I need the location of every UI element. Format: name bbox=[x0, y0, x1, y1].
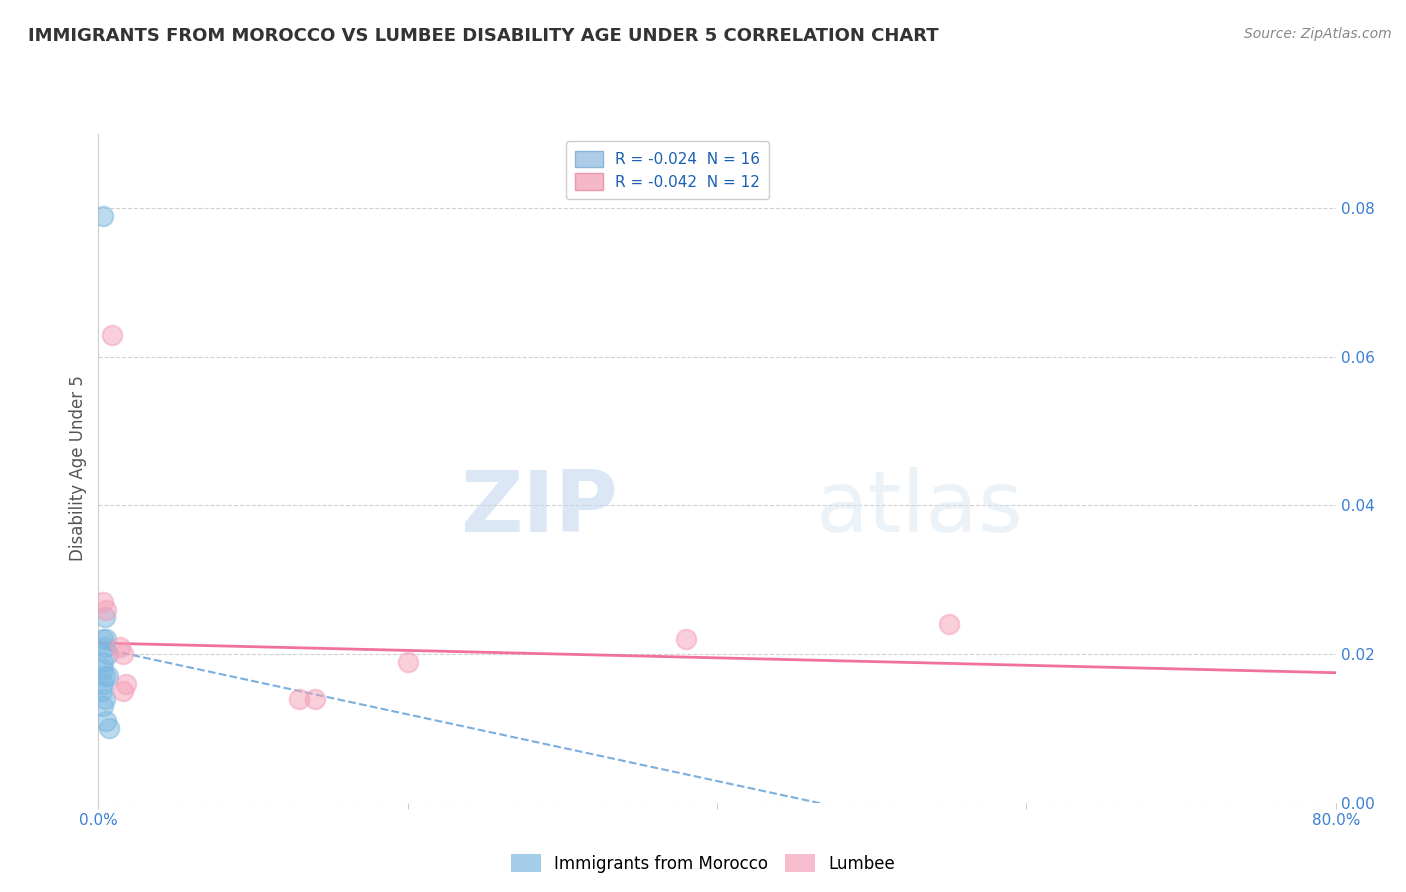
Point bbox=[91, 595, 114, 609]
Legend: Immigrants from Morocco, Lumbee: Immigrants from Morocco, Lumbee bbox=[505, 847, 901, 880]
Point bbox=[91, 662, 114, 676]
Point bbox=[96, 632, 118, 647]
Y-axis label: Disability Age Under 5: Disability Age Under 5 bbox=[69, 376, 87, 561]
Point bbox=[91, 209, 114, 223]
Point bbox=[90, 684, 112, 698]
Point bbox=[288, 691, 311, 706]
Text: ZIP: ZIP bbox=[460, 467, 619, 550]
Point bbox=[96, 602, 118, 616]
Legend: R = -0.024  N = 16, R = -0.042  N = 12: R = -0.024 N = 16, R = -0.042 N = 12 bbox=[567, 142, 769, 199]
Point bbox=[91, 699, 114, 714]
Point bbox=[112, 684, 135, 698]
Point bbox=[93, 640, 115, 654]
Point bbox=[396, 655, 419, 669]
Point bbox=[97, 647, 120, 661]
Point bbox=[93, 691, 115, 706]
Point bbox=[98, 722, 121, 736]
Point bbox=[108, 640, 131, 654]
Point bbox=[112, 647, 135, 661]
Point bbox=[91, 677, 114, 691]
Point bbox=[97, 669, 120, 683]
Point bbox=[93, 610, 115, 624]
Point bbox=[91, 632, 114, 647]
Point bbox=[91, 655, 114, 669]
Point bbox=[96, 714, 118, 728]
Point bbox=[675, 632, 697, 647]
Point bbox=[93, 669, 115, 683]
Point bbox=[938, 617, 960, 632]
Text: atlas: atlas bbox=[815, 467, 1024, 550]
Text: Source: ZipAtlas.com: Source: ZipAtlas.com bbox=[1244, 27, 1392, 41]
Point bbox=[115, 677, 138, 691]
Point bbox=[101, 327, 124, 342]
Text: IMMIGRANTS FROM MOROCCO VS LUMBEE DISABILITY AGE UNDER 5 CORRELATION CHART: IMMIGRANTS FROM MOROCCO VS LUMBEE DISABI… bbox=[28, 27, 939, 45]
Point bbox=[304, 691, 326, 706]
